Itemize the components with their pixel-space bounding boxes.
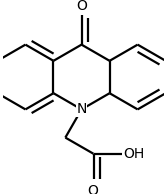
Text: N: N [76,102,87,116]
Text: OH: OH [123,147,144,161]
Text: O: O [87,184,98,194]
Text: O: O [76,0,87,13]
